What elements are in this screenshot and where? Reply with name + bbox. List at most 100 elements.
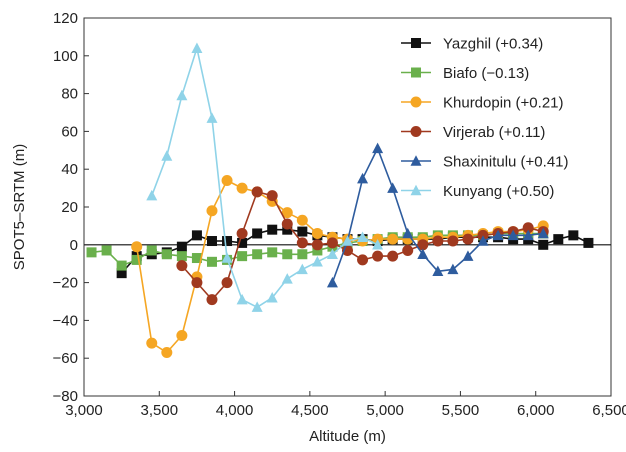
axes: 3,000 3,500 4,000 4,500 5,000 5,500 6,000 6,500… [11, 10, 626, 445]
y-tick-label: 40 [61, 161, 78, 178]
data-point [237, 237, 248, 248]
data-point [311, 227, 323, 239]
data-point [297, 226, 308, 237]
data-point [236, 293, 248, 305]
data-point [387, 233, 399, 245]
data-point [326, 248, 338, 259]
data-point [146, 245, 157, 256]
data-point [86, 247, 97, 258]
data-point [251, 186, 263, 198]
data-point [357, 231, 369, 242]
data-point [583, 237, 594, 248]
data-point [342, 235, 353, 246]
legend-item: Biafo (−0.13) [401, 65, 529, 82]
data-point [447, 235, 459, 247]
data-point [553, 234, 564, 245]
data-point [492, 229, 504, 241]
data-point [402, 227, 414, 239]
data-point [387, 250, 399, 262]
plot-area-frame [83, 17, 612, 397]
data-point [372, 142, 384, 154]
y-tick-label: 120 [53, 10, 78, 27]
data-point [176, 260, 188, 272]
data-point [236, 182, 248, 194]
series-line [121, 228, 589, 274]
data-point [222, 236, 233, 247]
series-2 [131, 175, 549, 359]
data-point [402, 244, 414, 256]
data-point [191, 42, 203, 53]
data-point [176, 330, 188, 342]
data-point [522, 229, 534, 241]
data-point [311, 256, 323, 267]
data-point [221, 277, 233, 289]
data-point [311, 239, 323, 251]
data-point [462, 233, 474, 245]
x-tick-label: 3,500 [141, 402, 179, 419]
data-point [537, 227, 549, 239]
y-tick-label: −80 [53, 388, 78, 405]
series-line [151, 47, 378, 309]
data-point [266, 190, 278, 202]
data-point [252, 249, 263, 260]
data-point [206, 112, 218, 123]
data-point [281, 207, 293, 219]
legend-marker [410, 184, 422, 196]
data-point [131, 241, 143, 253]
data-point [267, 224, 278, 235]
data-point [462, 250, 474, 261]
data-point [296, 214, 308, 226]
y-tick-label: 60 [61, 123, 78, 140]
legend-marker [410, 126, 422, 137]
data-point [161, 249, 172, 260]
y-axis-ticks: −80 −60 −40 −20 0 20 40 60 80 100 120 [53, 10, 89, 405]
data-point [417, 239, 429, 251]
data-point [281, 273, 293, 284]
y-tick-label: 80 [61, 86, 78, 103]
legend-item: Virjerab (+0.11) [401, 124, 545, 141]
y-tick-label: 100 [53, 48, 78, 65]
legend-label: Shaxinitulu (+0.41) [443, 154, 569, 171]
data-point [161, 150, 173, 161]
y-tick-label: 20 [61, 199, 78, 216]
data-point [176, 241, 187, 252]
data-series [86, 42, 594, 359]
data-point [266, 291, 278, 303]
data-point [538, 239, 549, 250]
series-line [135, 179, 544, 354]
data-point [372, 250, 384, 262]
data-point [296, 237, 308, 249]
legend-marker [411, 38, 421, 48]
data-point [282, 224, 293, 235]
y-tick-label: 0 [70, 237, 78, 254]
data-point [116, 260, 127, 271]
data-point [161, 347, 173, 359]
data-point [221, 252, 233, 263]
data-point [326, 276, 338, 288]
legend-label: Virjerab (+0.11) [443, 124, 545, 141]
data-point [432, 265, 444, 277]
data-point [191, 277, 203, 289]
x-tick-label: 5,500 [442, 402, 480, 419]
data-point [236, 227, 248, 239]
data-point [372, 239, 384, 250]
data-point [326, 237, 338, 249]
data-point [176, 89, 188, 101]
data-point [237, 251, 248, 262]
data-point [477, 235, 489, 246]
x-axis-ticks: 3,000 3,500 4,000 4,500 5,000 5,500 6,000 6,500 [65, 391, 626, 419]
x-tick-label: 4,500 [291, 402, 329, 419]
y-tick-label: −20 [53, 275, 78, 292]
data-point [221, 175, 233, 187]
legend-label: Khurdopin (+0.21) [443, 95, 564, 112]
data-point [432, 235, 444, 247]
data-point [297, 249, 308, 260]
data-point [206, 236, 217, 247]
series-5 [146, 42, 384, 312]
legend-label: Biafo (−0.13) [443, 65, 529, 82]
legend-item: Yazghil (+0.34) [401, 36, 543, 53]
x-tick-label: 6,000 [517, 402, 555, 419]
y-tick-label: −60 [53, 350, 78, 367]
